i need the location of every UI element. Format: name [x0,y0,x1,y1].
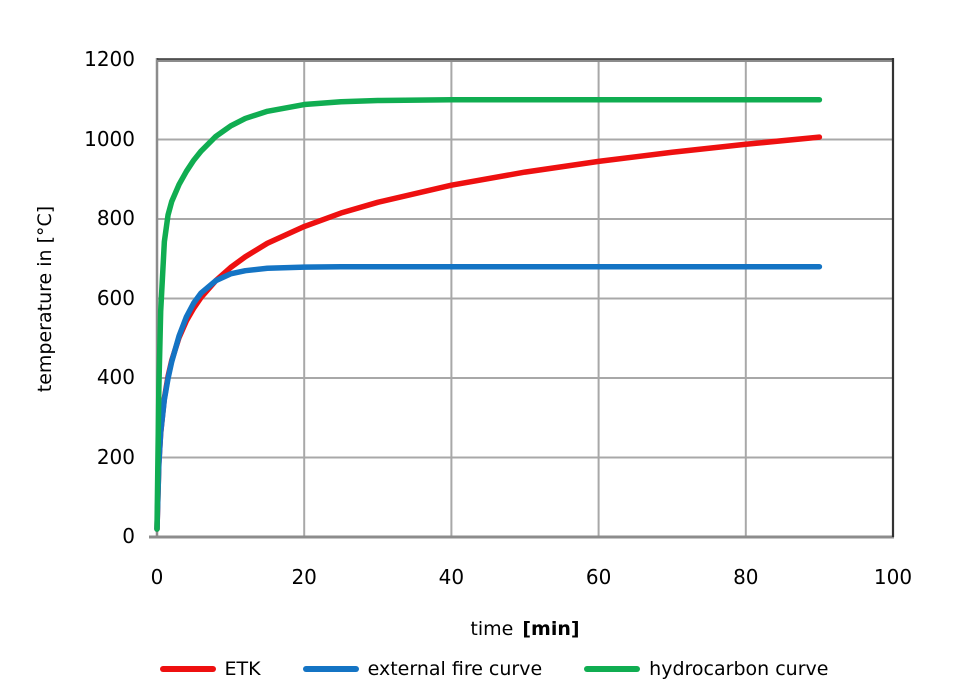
y-tick-label: 800 [96,206,135,230]
series-line-external-fire-curve [154,263,823,532]
series-line-etk [154,134,823,532]
x-tick-label: 60 [585,565,612,589]
legend-item-etk: ETK [159,658,261,680]
legend: ETK external fire curve hydrocarbon curv… [94,652,894,686]
x-tick-label: 80 [733,565,759,589]
x-tick-label: 40 [438,565,465,589]
legend-swatch-hydrocarbon-curve [584,666,641,672]
x-axis-title-text: time [470,618,514,640]
y-tick-label: 200 [96,444,135,469]
x-tick-label: 20 [291,565,317,589]
legend-swatch-etk [159,666,216,672]
y-tick-label: 0 [122,524,135,548]
series-line-hydrocarbon-curve [154,97,823,532]
legend-item-external-fire-curve: external fire curve [302,658,543,680]
x-tick-label: 100 [873,565,913,589]
legend-swatch-external-fire-curve [302,666,359,672]
x-tick-label: 0 [150,565,164,589]
legend-label-external-fire-curve: external fire curve [367,658,543,680]
x-axis-title: time [min] [157,618,893,640]
legend-item-hydrocarbon-curve: hydrocarbon curve [584,658,828,680]
y-tick-label: 400 [96,365,135,389]
x-axis-title-unit: [min] [522,618,580,640]
legend-label-etk: ETK [224,658,261,680]
y-tick-label: 1000 [84,126,135,151]
y-tick-label: 600 [96,285,135,310]
legend-label-hydrocarbon-curve: hydrocarbon curve [649,658,829,680]
y-tick-label: 1200 [84,47,135,71]
